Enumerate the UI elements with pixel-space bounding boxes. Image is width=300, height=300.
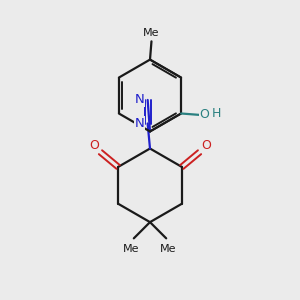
Text: Me: Me xyxy=(143,28,160,38)
Text: Me: Me xyxy=(123,244,140,254)
Text: O: O xyxy=(89,139,99,152)
Text: H: H xyxy=(212,107,221,120)
Text: O: O xyxy=(201,139,211,152)
Text: O: O xyxy=(200,109,210,122)
Text: Me: Me xyxy=(160,244,177,254)
Text: N: N xyxy=(134,93,144,106)
Text: N: N xyxy=(134,117,144,130)
